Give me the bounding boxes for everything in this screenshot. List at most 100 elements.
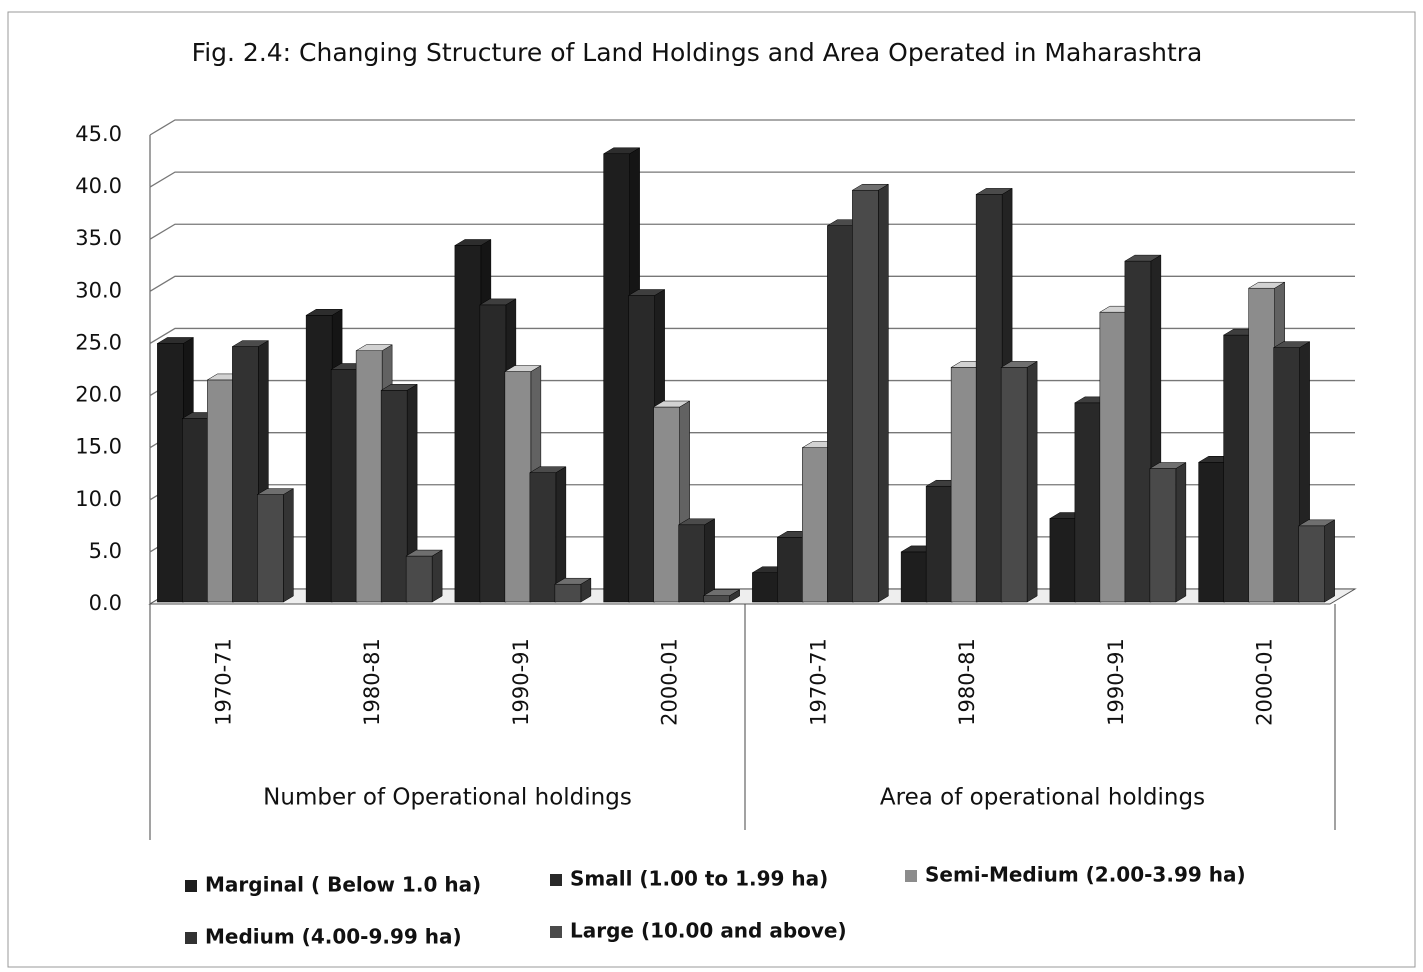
y-tick-label: 40.0 (75, 174, 122, 198)
bar-front (1298, 525, 1325, 603)
bar-front (554, 583, 582, 603)
x-tick-label: 1970-71 (806, 638, 830, 726)
bar-front (1099, 311, 1127, 603)
bar-front (628, 295, 655, 603)
bar (851, 183, 890, 603)
x-tick-label: 1980-81 (955, 638, 979, 726)
bar-front (827, 225, 854, 603)
bar-front (703, 595, 730, 603)
bar-front (380, 390, 408, 603)
bar (1000, 360, 1039, 603)
legend-label: Medium (4.00-9.99 ha) (205, 925, 462, 949)
bar-side (1324, 519, 1335, 603)
legend-swatch (185, 932, 197, 944)
y-tick-label: 20.0 (75, 383, 122, 407)
bar-top (553, 577, 592, 585)
legend-label: Small (1.00 to 1.99 ha) (570, 867, 828, 891)
bar-front (678, 524, 705, 603)
bar-front (950, 367, 978, 603)
bar-front (1124, 260, 1152, 603)
bar-front (504, 371, 532, 603)
x-tick-label: 1990-91 (1104, 638, 1128, 726)
bar-front (330, 369, 358, 603)
bar-front (1000, 367, 1028, 603)
y-tick-label: 45.0 (75, 122, 122, 146)
group-label: Area of operational holdings (880, 785, 1205, 811)
bar-top (1297, 519, 1336, 527)
bar-top (702, 589, 741, 596)
x-tick-label: 2000-01 (658, 638, 682, 726)
bar-top (156, 337, 195, 344)
bar-top (677, 518, 716, 526)
bar (528, 466, 567, 603)
y-tick-label: 35.0 (75, 226, 122, 250)
bar-front (1049, 518, 1077, 603)
bar-front (1149, 468, 1177, 603)
bar-side (878, 183, 889, 603)
bar (405, 549, 444, 603)
bar-top (652, 400, 691, 408)
bar-top (627, 289, 666, 296)
bar (652, 400, 691, 603)
bar-top (478, 298, 517, 306)
bar-front (752, 572, 779, 603)
legend-label: Semi-Medium (2.00-3.99 ha) (925, 863, 1246, 887)
bar-top (1272, 341, 1311, 348)
grid-line (149, 171, 1355, 188)
grid-line (149, 327, 1355, 345)
y-tick-label: 25.0 (75, 330, 122, 354)
bar-front (207, 379, 234, 603)
bar-front (305, 315, 333, 603)
x-tick-label: 1990-91 (509, 638, 533, 726)
bar (1148, 462, 1187, 603)
bar-front (529, 472, 557, 603)
bar-top (503, 365, 542, 372)
bar-front (454, 245, 482, 603)
bar-front (405, 555, 433, 603)
bar-front (802, 447, 829, 603)
bar-front (232, 346, 259, 603)
bar-top (1247, 281, 1286, 289)
bar-top (975, 188, 1014, 195)
grid-line (149, 119, 1355, 136)
legend-label: Large (10.00 and above) (570, 919, 847, 943)
y-tick-label: 5.0 (89, 539, 122, 563)
group-label: Number of Operational holdings (263, 785, 632, 811)
bar-side (1175, 462, 1187, 603)
bar-top (851, 183, 890, 191)
bar-front (975, 194, 1003, 603)
bar-side (1026, 360, 1038, 603)
bar-top (1000, 361, 1039, 368)
bar-front (1223, 334, 1250, 603)
bar (380, 383, 419, 603)
legend-label: Marginal ( Below 1.0 ha) (205, 873, 481, 897)
legend-swatch (550, 874, 562, 886)
bar (702, 589, 741, 603)
bar-top (453, 239, 492, 246)
bar-front (603, 153, 630, 603)
x-tick-label: 1980-81 (360, 638, 384, 726)
legend-swatch (905, 870, 917, 882)
bar-front (1273, 347, 1300, 603)
bar-top (380, 384, 419, 391)
bar (677, 518, 716, 603)
grid-line (149, 223, 1355, 240)
bar (256, 488, 295, 603)
bar-side (283, 488, 294, 603)
bar-front (157, 343, 184, 603)
x-tick-label: 1970-71 (211, 638, 235, 726)
bar-front (479, 304, 507, 603)
y-tick-label: 15.0 (75, 435, 122, 459)
bar-top (602, 147, 641, 155)
bar (1297, 519, 1336, 603)
bar-front (257, 494, 284, 603)
bar-side (704, 518, 715, 603)
bar-side (431, 549, 443, 603)
bar-front (777, 537, 804, 603)
bar-front (900, 551, 928, 603)
bar-top (1148, 462, 1187, 469)
bar-front (1074, 402, 1102, 603)
bar-top (528, 466, 567, 473)
bar-top (231, 340, 270, 347)
